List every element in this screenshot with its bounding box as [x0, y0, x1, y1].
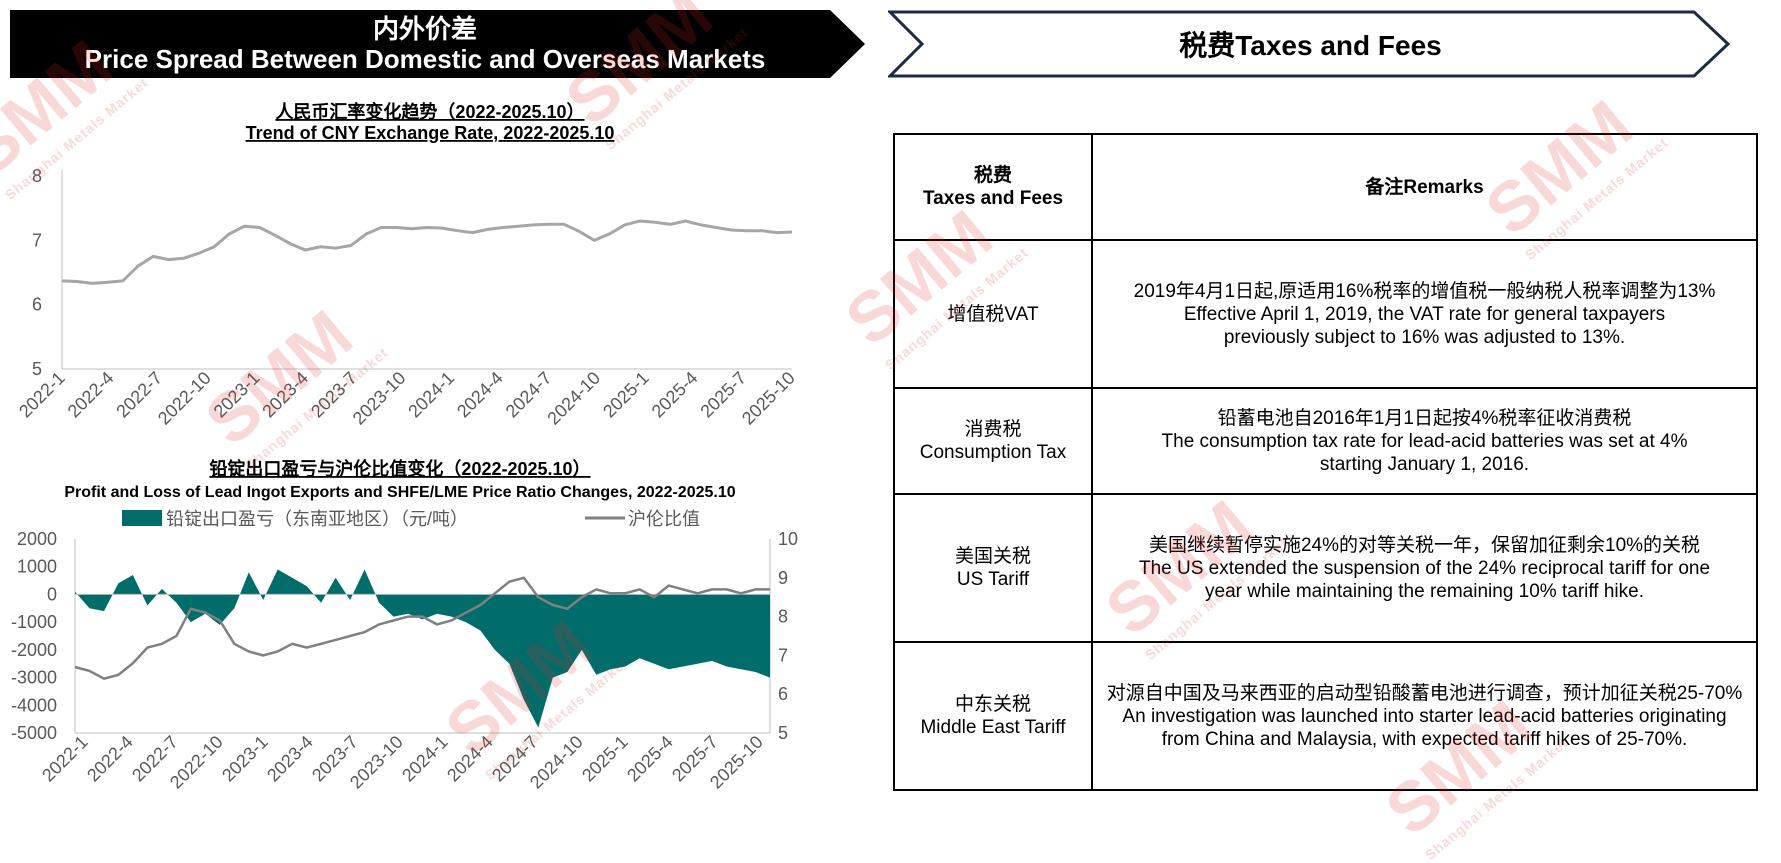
tax-name-cell: 中东关税 Middle East Tariff	[893, 641, 1093, 791]
lead-export-svg: 铅锭出口盈亏与沪伦比值变化（2022-2025.10） Profit and Lo…	[11, 458, 798, 793]
tax-name-cell: 美国关税 US Tariff	[893, 493, 1093, 643]
x-tick-label: 2025-4	[623, 732, 677, 786]
bar-series-area	[75, 569, 770, 728]
y-left-tick-label: 1000	[17, 557, 57, 577]
x-tick-label: 2022-4	[83, 732, 137, 786]
tax-remark-cell: 铅蓄电池自2016年1月1日起按4%税率征收消费税 The consumptio…	[1091, 387, 1758, 495]
tax-name-cn: 增值税VAT	[947, 303, 1039, 325]
header-left-title-cn: 内外价差	[372, 14, 477, 44]
header-remarks: 备注Remarks	[1365, 176, 1484, 198]
tax-remark-cell: 对源自中国及马来西亚的启动型铅酸蓄电池进行调查，预计加征关税25-70% An …	[1091, 641, 1758, 791]
x-tick-label: 2024-4	[443, 732, 497, 786]
y-tick-label: 6	[32, 295, 42, 315]
table-row: 美国关税 US Tariff 美国继续暂停实施24%的对等关税一年，保留加征剩余…	[893, 493, 1758, 643]
x-tick-label: 2024-10	[543, 368, 604, 429]
legend-swatch-bar	[122, 510, 162, 526]
y-left-tick-label: 2000	[17, 529, 57, 549]
x-tick-label: 2025-1	[599, 368, 653, 422]
x-tick-label: 2022-10	[154, 368, 215, 429]
tax-table-header: 税费 Taxes and Fees 备注Remarks	[893, 133, 1758, 241]
y-right-tick-label: 7	[778, 645, 788, 665]
tax-name-en: Middle East Tariff	[920, 717, 1066, 738]
x-tick-label: 2025-10	[738, 368, 799, 429]
tax-remark-cell: 美国继续暂停实施24%的对等关税一年，保留加征剩余10%的关税 The US e…	[1091, 493, 1758, 643]
y-right-tick-label: 10	[778, 529, 798, 549]
header-right-banner: 税费Taxes and Fees	[888, 10, 1733, 78]
x-tick-label: 2023-1	[218, 732, 272, 786]
header-left-banner: 内外价差 Price Spread Between Domestic and O…	[10, 10, 865, 78]
tax-name-cn: 消费税	[964, 419, 1022, 440]
tax-remark-cn: 美国继续暂停实施24%的对等关税一年，保留加征剩余10%的关税	[1148, 534, 1701, 556]
y-tick-label: 5	[32, 359, 42, 379]
tax-name-cn: 美国关税	[954, 546, 1031, 567]
x-tick-label: 2023-10	[349, 368, 410, 429]
tax-remark-cn: 2019年4月1日起,原适用16%税率的增值税一般纳税人税率调整为13%	[1133, 280, 1716, 302]
y-right-tick-label: 6	[778, 684, 788, 704]
chart-title: 铅锭出口盈亏与沪伦比值变化（2022-2025.10）	[209, 458, 590, 479]
tax-remark-en: The consumption tax rate for lead-acid b…	[1161, 430, 1688, 475]
tax-name-en: US Tariff	[956, 569, 1030, 590]
y-right-tick-label: 9	[778, 568, 788, 588]
y-left-tick-label: -5000	[11, 723, 57, 743]
y-tick-label: 8	[32, 166, 42, 186]
tax-remark-cn: 铅蓄电池自2016年1月1日起按4%税率征收消费税	[1217, 407, 1632, 429]
x-tick-label: 2024-1	[398, 732, 452, 786]
ratio-series-line	[74, 576, 770, 681]
header-taxes-cn: 税费	[973, 165, 1012, 186]
y-right-tick-label: 5	[778, 723, 788, 743]
header-right-title: 税费Taxes and Fees	[1179, 30, 1442, 61]
chart-subtitle: Profit and Loss of Lead Ingot Exports an…	[64, 484, 735, 501]
table-row: 中东关税 Middle East Tariff 对源自中国及马来西亚的启动型铅酸…	[893, 641, 1758, 791]
y-left-tick-label: 0	[47, 584, 57, 604]
tax-name-cell: 增值税VAT	[893, 239, 1093, 389]
x-tick-label: 2023-4	[258, 368, 312, 422]
tax-name-en: Consumption Tax	[919, 442, 1067, 463]
header-taxes-cell: 税费 Taxes and Fees	[893, 133, 1093, 241]
banner-arrow-shape	[10, 10, 865, 78]
tax-remark-cell: 2019年4月1日起,原适用16%税率的增值税一般纳税人税率调整为13% Eff…	[1091, 239, 1758, 389]
x-tick-label: 2022-4	[64, 368, 118, 422]
table-row: 消费税 Consumption Tax 铅蓄电池自2016年1月1日起按4%税率…	[893, 387, 1758, 495]
lead-export-chart: 铅锭出口盈亏与沪伦比值变化（2022-2025.10） Profit and Lo…	[0, 455, 800, 829]
x-tick-label: 2025-1	[578, 732, 632, 786]
tax-name-cn: 中东关税	[954, 694, 1031, 715]
legend-label-bar: 铅锭出口盈亏（东南亚地区）（元/吨）	[166, 509, 468, 529]
x-tick-label: 2024-1	[404, 368, 458, 422]
tax-remark-en: Effective April 1, 2019, the VAT rate fo…	[1183, 303, 1666, 348]
tax-remark-en: An investigation was launched into start…	[1122, 705, 1727, 750]
cny-exchange-chart: 人民币汇率变化趋势（2022-2025.10） Trend of CNY Exch…	[0, 96, 800, 456]
header-taxes-en: Taxes and Fees	[922, 188, 1064, 209]
x-tick-label: 2025-4	[648, 368, 702, 422]
x-tick-label: 2023-1	[210, 368, 264, 422]
chart-title: 人民币汇率变化趋势（2022-2025.10）	[275, 101, 584, 122]
x-tick-label: 2023-4	[263, 732, 317, 786]
y-left-tick-label: -1000	[11, 612, 57, 632]
header-left-title-en: Price Spread Between Domestic and Overse…	[84, 44, 766, 74]
y-left-tick-label: -3000	[11, 668, 57, 688]
y-right-tick-label: 8	[778, 607, 788, 627]
tax-remark-cn: 对源自中国及马来西亚的启动型铅酸蓄电池进行调查，预计加征关税25-70%	[1106, 682, 1743, 704]
x-tick-label: 2024-4	[453, 368, 507, 422]
header-remarks-cell: 备注Remarks	[1091, 133, 1758, 241]
tax-remark-en: The US extended the suspension of the 24…	[1138, 557, 1711, 602]
series-line	[61, 219, 793, 285]
cny-exchange-svg: 人民币汇率变化趋势（2022-2025.10）Trend of CNY Exch…	[15, 101, 799, 429]
tax-name-cell: 消费税 Consumption Tax	[893, 387, 1093, 495]
chart-subtitle: Trend of CNY Exchange Rate, 2022-2025.10	[246, 123, 615, 143]
banner-chevron-shape	[888, 10, 1731, 78]
tax-table: 税费 Taxes and Fees 备注Remarks 增值税VAT 2019年…	[893, 133, 1758, 791]
y-tick-label: 7	[32, 230, 42, 250]
y-left-tick-label: -2000	[11, 640, 57, 660]
table-row: 增值税VAT 2019年4月1日起,原适用16%税率的增值税一般纳税人税率调整为…	[893, 239, 1758, 389]
legend-label-line: 沪伦比值	[628, 509, 700, 529]
y-left-tick-label: -4000	[11, 695, 57, 715]
